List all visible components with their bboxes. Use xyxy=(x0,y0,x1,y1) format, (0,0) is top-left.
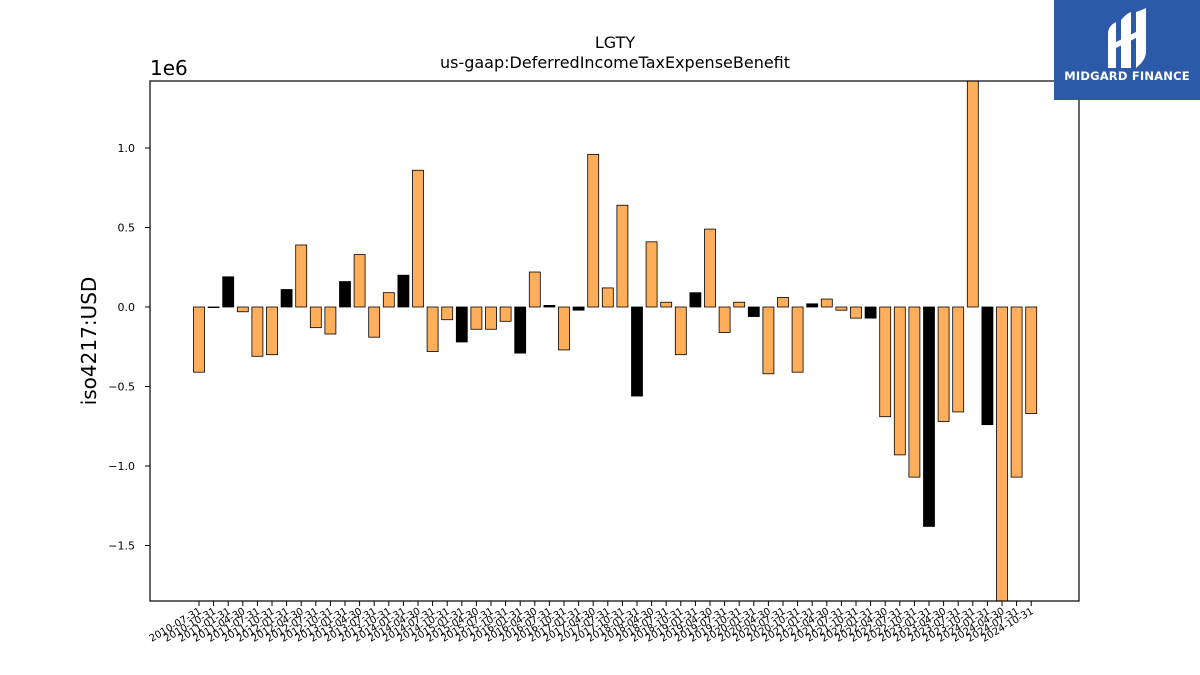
bar xyxy=(485,306,497,330)
y-tick-label: 1.0 xyxy=(118,142,136,155)
bar xyxy=(543,305,556,308)
bar xyxy=(981,306,994,426)
bar xyxy=(747,306,760,317)
bar xyxy=(996,306,1008,602)
chart-title: LGTY xyxy=(595,33,636,52)
chart-subtitle: us-gaap:DeferredIncomeTaxExpenseBenefit xyxy=(440,53,790,72)
bar xyxy=(339,281,351,308)
bar xyxy=(1025,306,1038,414)
y-axis-label: iso4217:USD xyxy=(77,277,101,406)
bar xyxy=(426,306,439,352)
bar xyxy=(879,306,892,418)
bar xyxy=(470,306,483,330)
bar xyxy=(937,306,950,422)
bar xyxy=(514,306,527,354)
bar xyxy=(251,306,264,357)
bar xyxy=(762,306,775,375)
bar xyxy=(368,306,381,338)
bar xyxy=(1010,306,1023,478)
bar xyxy=(353,254,366,308)
bar xyxy=(266,306,278,356)
y-tick-label: −1.5 xyxy=(108,540,135,553)
bar xyxy=(704,228,716,308)
bar xyxy=(397,274,410,308)
y-tick-label: −1.0 xyxy=(108,460,135,473)
bar xyxy=(441,306,454,321)
bar xyxy=(236,306,249,313)
bar xyxy=(193,306,205,373)
bar xyxy=(923,306,935,527)
bar xyxy=(572,306,585,311)
y-tick-label: 0.0 xyxy=(118,301,136,314)
bar xyxy=(733,301,746,308)
bar xyxy=(689,292,702,308)
y-tick-label: −0.5 xyxy=(108,381,135,394)
bar-series xyxy=(193,80,1038,602)
bar xyxy=(280,289,293,308)
bar xyxy=(324,306,337,335)
bar xyxy=(616,204,629,308)
bar xyxy=(645,241,658,308)
bar xyxy=(295,244,308,308)
y-axis-ticks: −1.5 −1.0 −0.5 0.0 0.5 1.0 xyxy=(108,142,150,553)
plot-frame xyxy=(149,80,1080,602)
bar xyxy=(791,306,804,373)
bar xyxy=(309,306,322,329)
bar xyxy=(674,306,687,356)
bar xyxy=(777,297,789,308)
bar xyxy=(207,306,220,309)
bar xyxy=(850,306,862,319)
bar xyxy=(660,301,673,308)
bar xyxy=(528,271,541,308)
y-tick-label: 0.5 xyxy=(118,222,136,235)
bar xyxy=(952,306,965,413)
bar xyxy=(820,298,833,308)
bar xyxy=(835,306,848,311)
x-axis-ticks: 2010-07-312010-10-312011-01-312011-04-30… xyxy=(148,601,1036,645)
bar xyxy=(718,306,731,333)
bar xyxy=(558,306,570,351)
bar xyxy=(222,276,235,308)
bar xyxy=(893,306,906,456)
bar xyxy=(631,306,643,397)
bar xyxy=(382,292,395,308)
brand-logo: MIDGARD FINANCE xyxy=(1054,0,1200,100)
bar xyxy=(499,306,512,322)
bar xyxy=(966,80,979,308)
y-scale-label: 1e6 xyxy=(150,56,188,80)
bar xyxy=(864,306,877,319)
brand-name: MIDGARD FINANCE xyxy=(1064,69,1190,83)
bar xyxy=(412,169,424,308)
bar xyxy=(806,303,819,308)
bar xyxy=(601,287,614,308)
midgard-logo-icon xyxy=(1108,8,1146,68)
bar xyxy=(908,306,921,478)
bar xyxy=(455,306,468,343)
bar xyxy=(587,153,600,308)
